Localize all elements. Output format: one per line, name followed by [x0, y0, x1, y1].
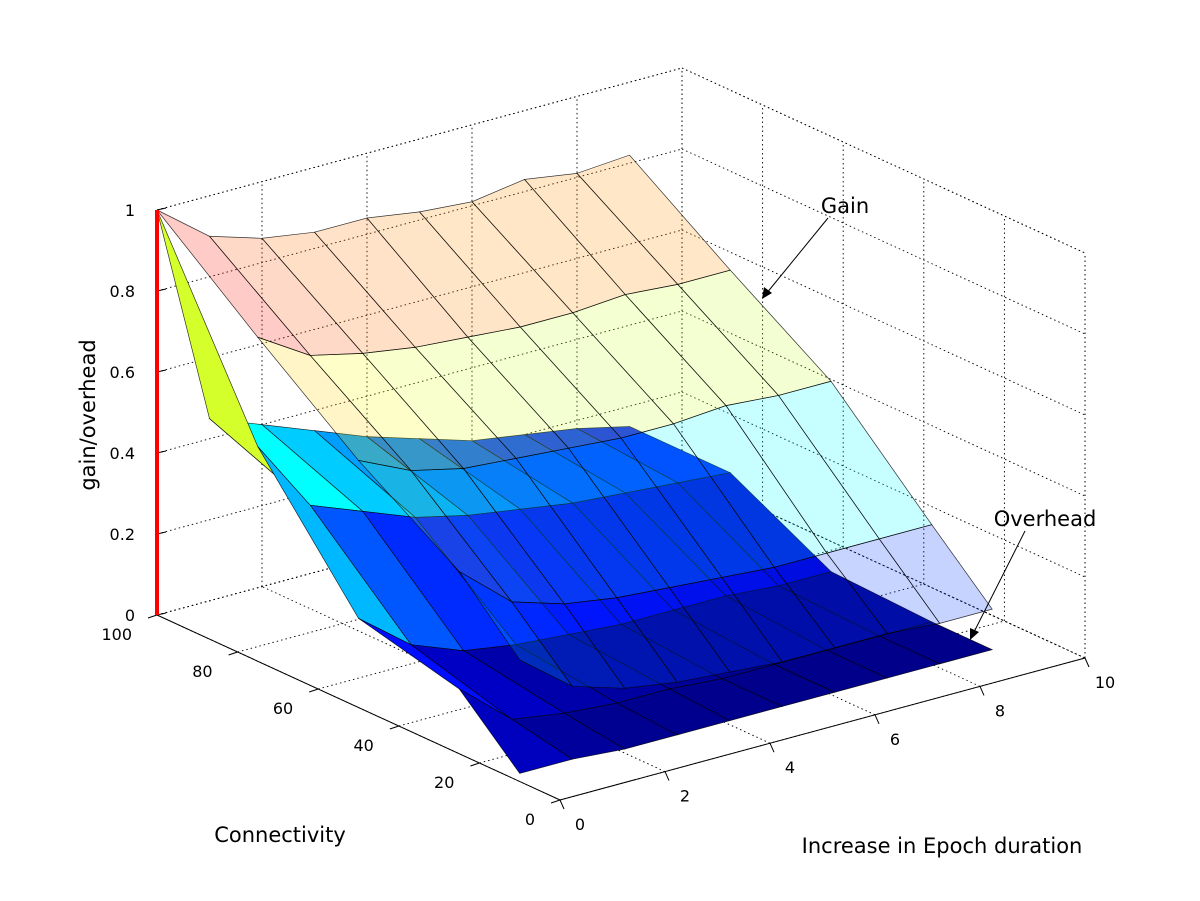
x-axis-label: Increase in Epoch duration [802, 834, 1083, 858]
x-tick [874, 714, 880, 725]
x-tick-label: 4 [785, 758, 795, 777]
grid-line [156, 67, 683, 211]
x-tick-label: 10 [1095, 673, 1115, 692]
grid-line [156, 472, 683, 616]
x-tick-label: 0 [575, 815, 585, 834]
overhead-annotation: Overhead [994, 507, 1097, 531]
y-tick-label: 40 [353, 736, 373, 755]
y-axis-label: Connectivity [214, 823, 346, 847]
x-tick [1084, 657, 1090, 668]
y-tick [309, 688, 319, 693]
grid-line [156, 391, 683, 535]
x-axis [559, 657, 1086, 801]
gain-arrowhead [762, 287, 772, 299]
z-tick-label: 0.6 [110, 363, 135, 382]
x-tick-label: 6 [890, 730, 900, 749]
gain-annotation: Gain [821, 194, 869, 218]
x-tick-label: 2 [680, 787, 690, 806]
y-tick-label: 0 [525, 810, 535, 829]
y-tick [389, 725, 399, 730]
y-tick-label: 80 [192, 662, 212, 681]
grid-line [156, 229, 683, 373]
z-tick-label: 0 [125, 606, 135, 625]
x-tick [559, 799, 565, 810]
grid-line [318, 546, 844, 690]
grid-line [681, 148, 1086, 335]
x-tick [979, 686, 985, 696]
z-tick-label: 0.4 [110, 444, 135, 463]
y-tick-label: 100 [101, 625, 132, 644]
y-tick [228, 651, 238, 656]
gain-arrow [765, 217, 829, 295]
overhead-arrowhead [970, 628, 979, 640]
y-tick [147, 614, 158, 619]
grid-line [237, 509, 763, 653]
x-tick-label: 8 [995, 701, 1005, 720]
surface-patch [458, 571, 573, 687]
z-tick-label: 1 [125, 201, 135, 220]
y-tick-label: 20 [434, 773, 454, 792]
grid-line [681, 310, 1086, 497]
z-tick-label: 0.8 [110, 282, 135, 301]
y-tick-label: 60 [273, 699, 293, 718]
z-tick [156, 207, 167, 211]
grid-line [156, 148, 683, 292]
y-tick [470, 762, 480, 767]
surface-patch [458, 688, 574, 774]
y-axis [156, 614, 561, 801]
x-tick [769, 742, 775, 753]
y-tick [550, 799, 561, 804]
z-tick-label: 0.2 [110, 525, 135, 544]
surfaces [156, 154, 994, 774]
z-axis-label: gain/overhead [76, 339, 100, 490]
x-tick [664, 771, 670, 781]
grid-line [681, 67, 1086, 254]
grid-line [681, 229, 1086, 416]
grid-line [681, 472, 1086, 659]
overhead-arrow [972, 530, 1026, 635]
